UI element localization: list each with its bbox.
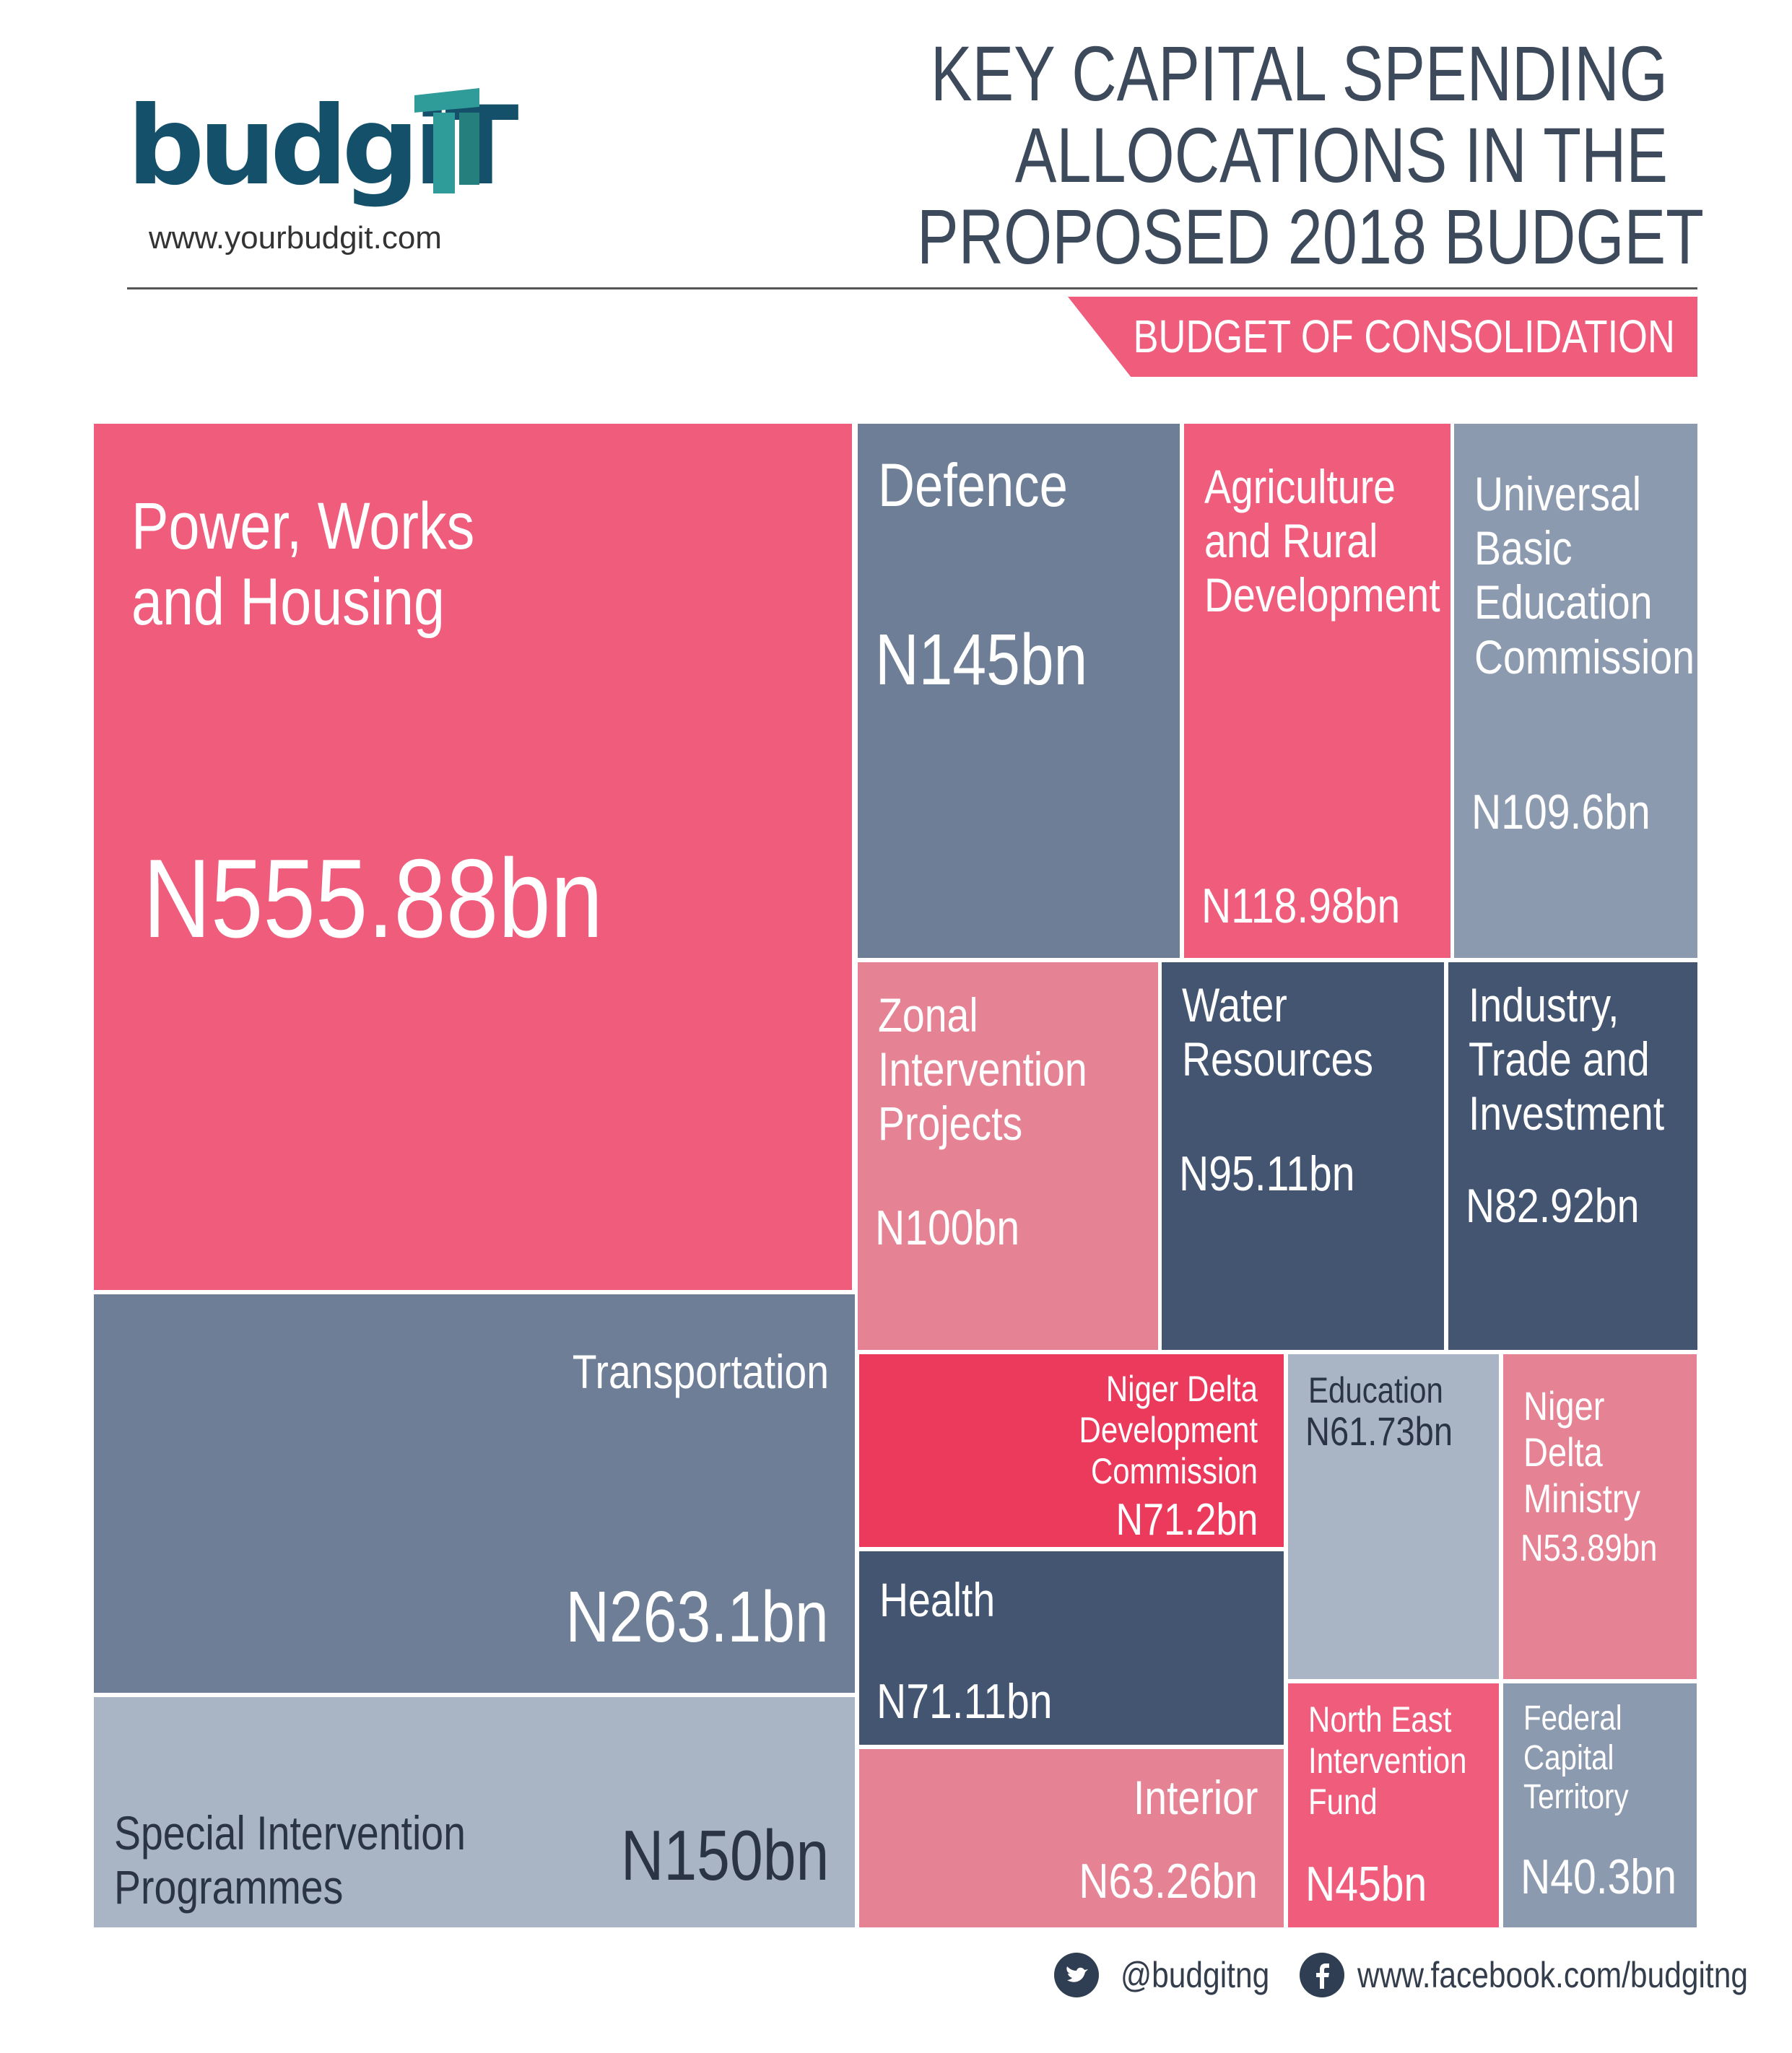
tile-label: Industry, Trade and Investment (1469, 978, 1665, 1141)
tile-value: N145bn (875, 619, 1088, 700)
tile-label: Niger Delta Ministry (1523, 1383, 1641, 1521)
header-divider (127, 287, 1697, 289)
tile-label: Niger Delta Development Commission (1079, 1369, 1258, 1491)
tile-niger-delta-ministry: Niger Delta Ministry N53.89bn (1503, 1354, 1697, 1679)
tile-label: Zonal Intervention Projects (878, 988, 1087, 1151)
tile-value: N263.1bn (565, 1577, 829, 1657)
tile-value: N82.92bn (1466, 1179, 1640, 1232)
title-line-3: PROPOSED 2018 BUDGET (917, 193, 1704, 280)
tile-label: Power, Works and Housing (131, 489, 475, 639)
tile-transportation: Transportation N263.1bn (94, 1294, 855, 1693)
tile-agriculture: Agriculture and Rural Development N118.98… (1184, 424, 1450, 958)
logo-mark-icon (414, 88, 479, 193)
tile-value: N61.73bn (1305, 1408, 1453, 1454)
tile-industry-trade: Industry, Trade and Investment N82.92bn (1448, 962, 1697, 1350)
title-line-2: ALLOCATIONS IN THE (1014, 111, 1668, 199)
tile-label: Education (1308, 1370, 1443, 1411)
tile-label: Health (879, 1573, 996, 1626)
tile-label: Defence (878, 451, 1068, 519)
tile-fct: Federal Capital Territory N40.3bn (1503, 1683, 1697, 1927)
tile-value: N45bn (1305, 1857, 1427, 1912)
tile-value: N555.88bn (143, 836, 604, 961)
facebook-icon[interactable] (1300, 1953, 1344, 1997)
facebook-url[interactable]: www.facebook.com/budgitng (1357, 1955, 1749, 1995)
tile-zonal-intervention: Zonal Intervention Projects N100bn (858, 962, 1158, 1350)
tile-value: N71.11bn (877, 1674, 1053, 1729)
tile-value: N109.6bn (1471, 785, 1650, 840)
tile-north-east-fund: North East Intervention Fund N45bn (1288, 1683, 1499, 1927)
tile-value: N95.11bn (1179, 1146, 1355, 1201)
tile-label: Water Resources (1182, 978, 1373, 1086)
tile-label: Interior (1133, 1771, 1258, 1824)
subtitle-ribbon: BUDGET OF CONSOLIDATION (1068, 297, 1697, 377)
page-title: KEY CAPITAL SPENDING ALLOCATIONS IN THE … (917, 30, 1704, 280)
tile-label: Special Intervention Programmes (114, 1806, 466, 1914)
tile-interior: Interior N63.26bn (859, 1749, 1284, 1927)
tile-label: North East Intervention Fund (1308, 1699, 1467, 1822)
tile-value: N71.2bn (1115, 1495, 1258, 1545)
tile-value: N40.3bn (1521, 1849, 1676, 1904)
tile-ubec: Universal Basic Education Commission N109… (1454, 424, 1697, 958)
title-line-1: KEY CAPITAL SPENDING (930, 30, 1668, 117)
treemap-chart: Power, Works and Housing N555.88bn Transpo… (94, 424, 1697, 1927)
tile-defence: Defence N145bn (858, 424, 1180, 958)
twitter-icon[interactable] (1054, 1953, 1099, 1997)
twitter-handle[interactable]: @budgitng (1121, 1955, 1270, 1995)
tile-value: N118.98bn (1201, 879, 1401, 933)
subtitle-text: BUDGET OF CONSOLIDATION (1133, 310, 1675, 362)
tile-water-resources: Water Resources N95.11bn (1162, 962, 1444, 1350)
tile-label: Transportation (572, 1345, 829, 1398)
logo-url: www.yourbudgit.com (149, 220, 442, 256)
tile-value: N100bn (875, 1200, 1020, 1255)
tile-nddc: Niger Delta Development Commission N71.2b… (859, 1354, 1284, 1547)
tile-power-works-housing: Power, Works and Housing N555.88bn (94, 424, 852, 1290)
tile-label: Agriculture and Rural Development (1204, 460, 1440, 622)
tile-value: N150bn (620, 1816, 829, 1895)
tile-value: N63.26bn (1079, 1854, 1258, 1909)
tile-special-intervention: Special Intervention Programmes N150bn (94, 1697, 855, 1927)
tile-education: Education N61.73bn (1288, 1354, 1499, 1679)
tile-label: Universal Basic Education Commission (1474, 467, 1695, 684)
tile-value: N53.89bn (1521, 1527, 1658, 1569)
tile-health: Health N71.11bn (859, 1551, 1284, 1745)
tile-label: Federal Capital Territory (1523, 1699, 1629, 1817)
